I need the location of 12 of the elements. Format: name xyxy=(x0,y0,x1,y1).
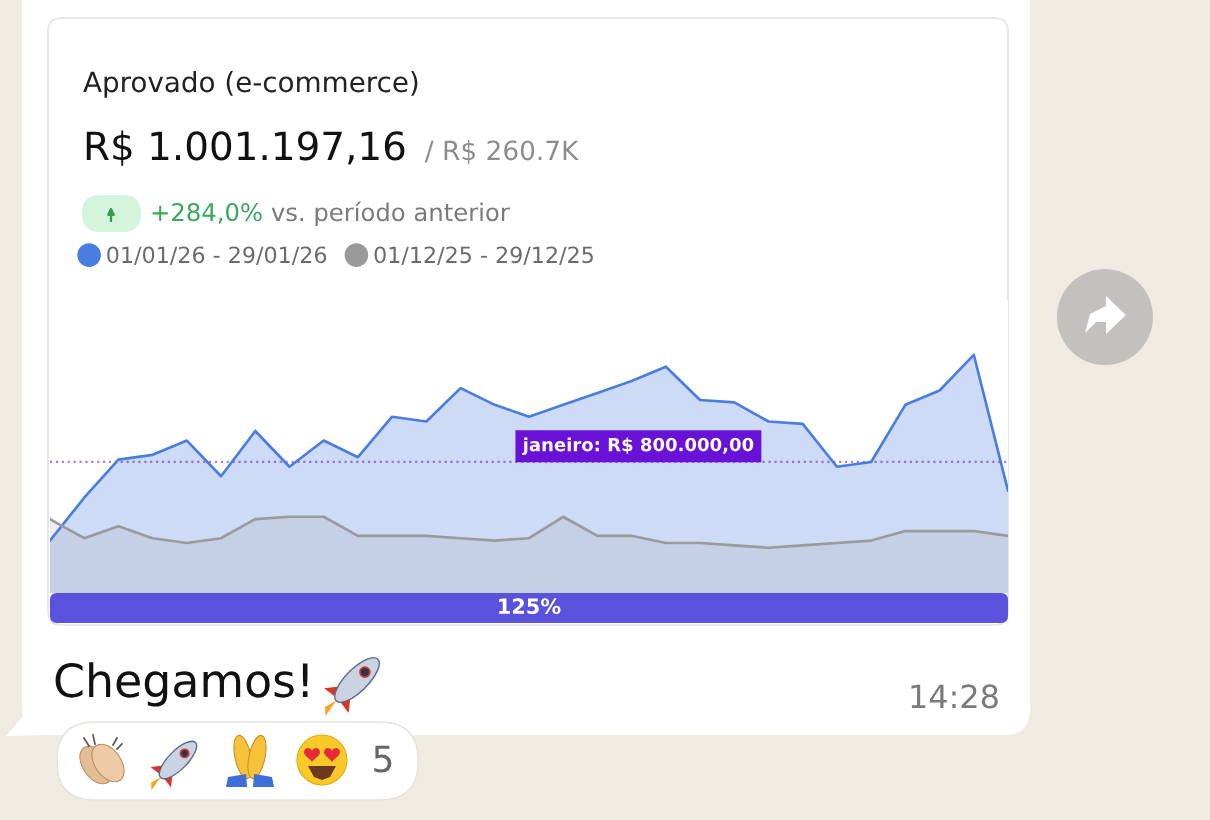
text: 125% xyxy=(499,598,561,615)
chart-title: Aprovado (e-commerce) xyxy=(83,70,418,98)
legend-label: 01/01/26 - 29/01/26 xyxy=(107,246,327,265)
text: 14:28 xyxy=(911,684,998,709)
chart-subtitle: R$ 1.001.197,16 xyxy=(86,130,405,166)
text: / R$ 260.7K xyxy=(424,139,579,164)
text: +284,0% xyxy=(152,202,262,224)
text: 5 xyxy=(374,745,392,773)
legend-label: 01/12/25 - 29/12/25 xyxy=(374,246,593,265)
text: vs. período anterior xyxy=(271,201,510,227)
text: Chegamos! xyxy=(55,662,308,707)
ref-line-label: janeiro: R$ 800.000,00 xyxy=(522,437,754,456)
